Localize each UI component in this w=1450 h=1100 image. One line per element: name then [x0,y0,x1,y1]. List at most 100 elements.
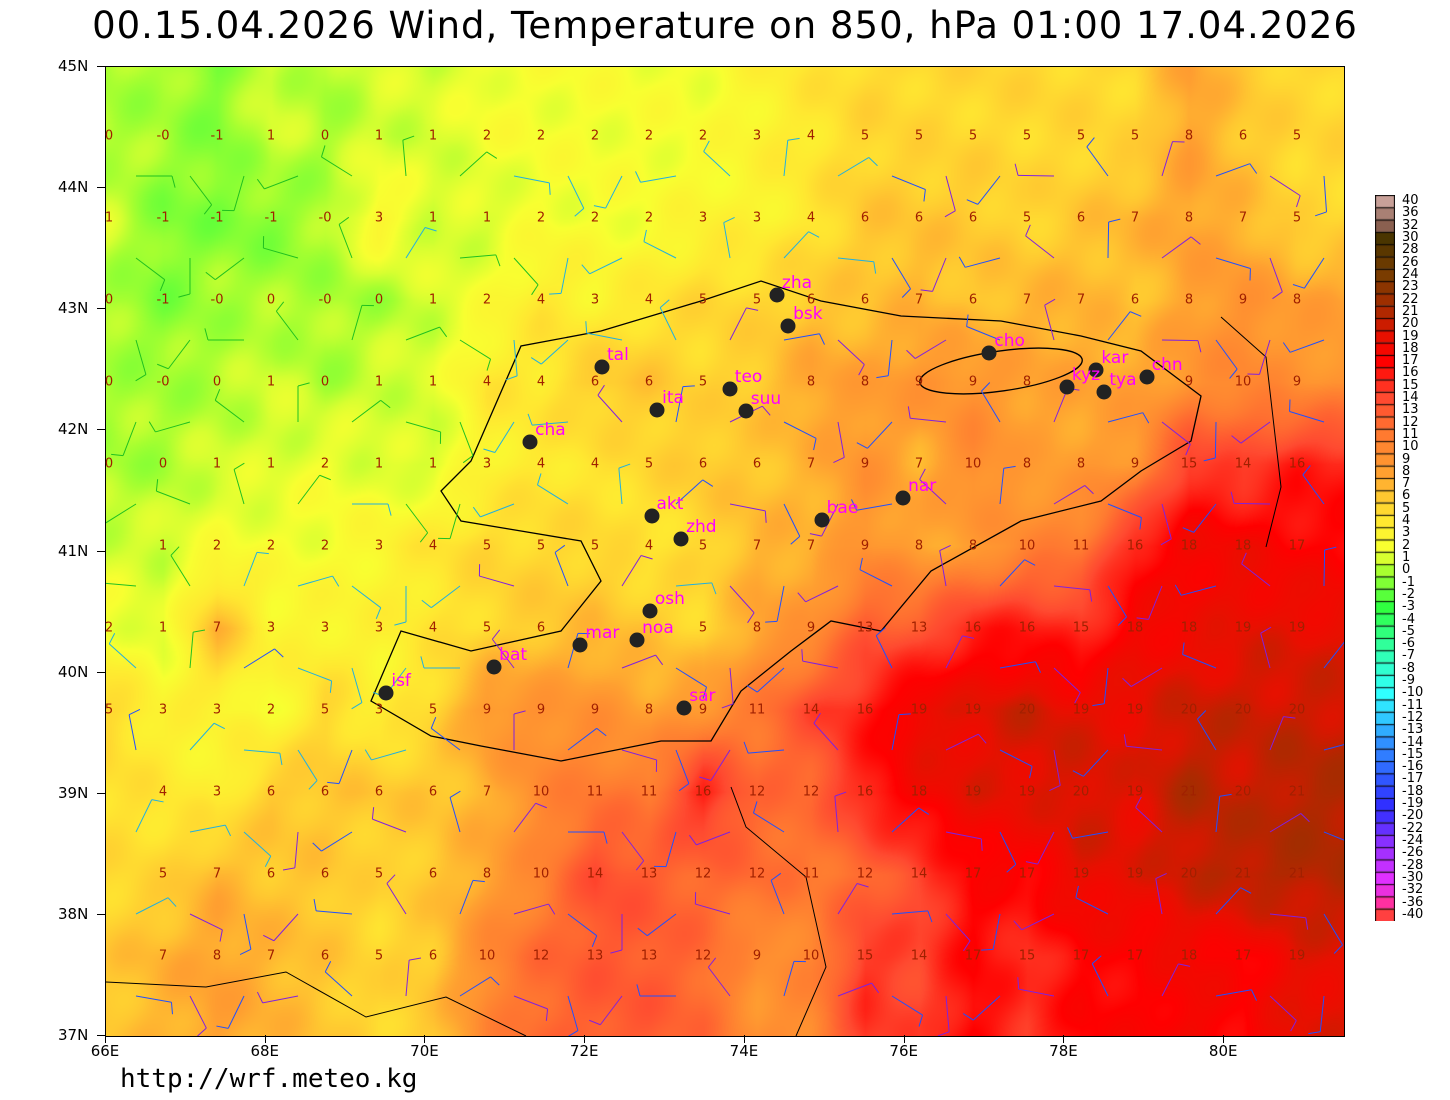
wind-barb-feather [371,807,375,820]
wind-barb-feather [178,293,191,298]
station-label: osh [654,588,685,609]
wind-barb-feather [1025,224,1031,237]
temperature-label: 21 [1288,784,1306,800]
wind-barb [135,995,172,1003]
temperature-label: 4 [644,538,654,554]
wind-barb-feather [151,799,164,803]
temperature-label: 6 [806,292,816,308]
wind-barb-feather [449,790,461,798]
temperature-label: 18 [1126,620,1144,636]
temperature-label: 5 [860,128,870,144]
station-marker[interactable] [649,402,665,418]
wind-barb [430,727,461,751]
temperature-label: 1 [428,374,438,390]
temperature-label: 9 [914,374,924,390]
station-marker[interactable] [895,490,911,506]
wind-barb [1215,163,1250,177]
temperature-label: 9 [860,456,870,472]
station-marker[interactable] [1096,384,1112,400]
wind-barb-feather [274,648,284,658]
y-tick-label: 38N [58,904,89,923]
y-tick-mark [97,671,105,673]
station-marker[interactable] [738,403,754,419]
wind-barb [372,818,407,833]
temperature-label: 19 [910,702,928,718]
wind-barb-feather [906,349,916,359]
wind-barb-feather [419,532,429,543]
wind-barb-feather [873,261,877,274]
colorbar-label: 40 [1402,193,1419,209]
wind-barb [243,552,258,587]
wind-barb-feather [1219,793,1232,797]
station-marker[interactable] [981,345,997,361]
wind-barb [1302,474,1325,505]
station-label: isf [391,671,411,692]
station-marker[interactable] [378,685,394,701]
wind-barb-feather [918,807,930,815]
station-marker[interactable] [722,381,738,397]
temperature-label: 16 [1126,538,1144,554]
temperature-label: 9 [536,702,546,718]
wind-barb-feather [640,554,653,560]
station-marker[interactable] [629,632,645,648]
wind-barb-feather [1296,195,1301,208]
colorbar-label: -40 [1402,906,1424,922]
colorbar-label: -9 [1402,673,1415,689]
wind-barb [554,552,569,587]
wind-barb-feather [1229,368,1238,379]
wind-barb-feather [1333,944,1343,954]
station-marker[interactable] [642,603,658,619]
temperature-label: 20 [1180,702,1198,718]
colorbar [1375,195,1395,921]
wind-barb [297,575,333,587]
map-panel[interactable]: 0 -0 -1 1 0 1 1 2 2 2 2 2 3 4 5 5 5 5 5 5 8 6 5 1 -1 -1 -1 -0 3 1 1 2 2 2… [105,66,1345,1037]
wind-barb [297,749,318,781]
wind-barb [1037,831,1055,865]
station-marker[interactable] [644,508,660,524]
wind-barb [932,257,947,292]
station-marker[interactable] [780,318,796,334]
wind-barb [783,333,820,341]
colorbar-label: -36 [1402,894,1424,910]
wind-barb [1107,412,1143,423]
temperature-label: 7 [212,866,222,882]
wind-barb [710,749,731,781]
colorbar-label: -30 [1402,869,1424,885]
station-marker[interactable] [676,700,692,716]
wind-barb-feather [752,801,758,814]
wind-barb-feather [1034,661,1041,673]
wind-barb [459,421,474,456]
x-tick-label: 68E [250,1042,280,1060]
y-tick-label: 41N [58,541,89,560]
colorbar-label: -5 [1402,623,1415,639]
wind-barb-feather [1075,885,1079,898]
temperature-label: 10 [802,948,820,964]
wind-barb-feather [409,957,422,961]
temperature-label: 5 [698,620,708,636]
station-marker[interactable] [1088,362,1104,378]
temperature-label: 9 [482,702,492,718]
wind-barb [189,995,207,1029]
station-marker[interactable] [486,659,502,675]
station-marker[interactable] [673,531,689,547]
station-marker[interactable] [1059,379,1075,395]
wind-barb-feather [531,284,539,296]
colorbar-label: -3 [1402,599,1415,615]
colorbar-label: 16 [1402,365,1419,381]
station-marker[interactable] [594,359,610,375]
station-marker[interactable] [769,287,785,303]
wind-barb [214,399,245,423]
station-marker[interactable] [572,637,588,653]
wind-barb-feather [581,264,591,275]
temperature-label: 6 [698,456,708,472]
temperature-label: 17 [964,948,982,964]
station-marker[interactable] [814,512,830,528]
temperature-label: 1 [266,374,276,390]
wind-barb [167,339,191,370]
wind-barb-feather [977,733,987,744]
station-marker[interactable] [1139,369,1155,385]
station-marker[interactable] [522,434,538,450]
temperature-label: 2 [320,538,330,554]
footer-url[interactable]: http://wrf.meteo.kg [120,1064,418,1094]
wind-barb [675,667,707,688]
